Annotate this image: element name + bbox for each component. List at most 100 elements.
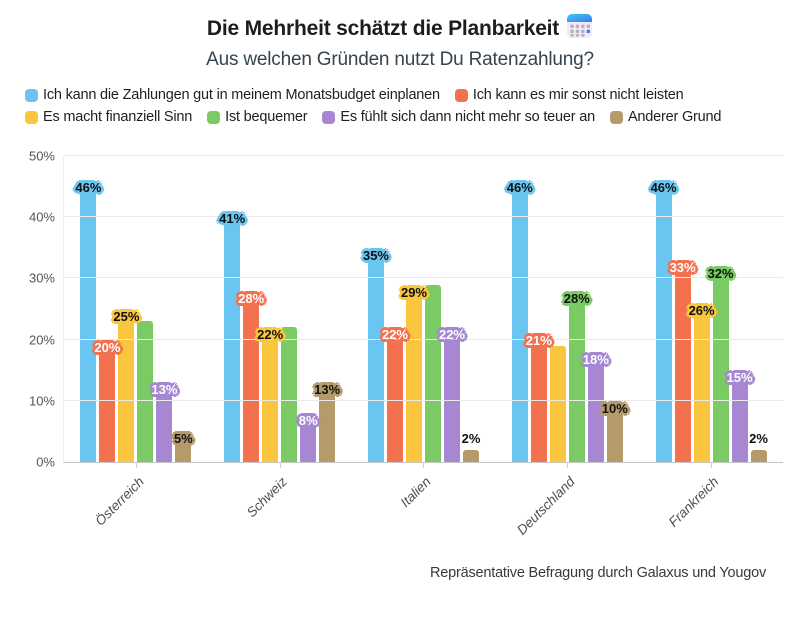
x-axis-label: Österreich: [91, 474, 147, 529]
bar: 2%: [462, 431, 480, 462]
bar-group: 35% 22% 29% 22% 2% Italien: [352, 157, 496, 510]
bar: 13%: [314, 382, 340, 462]
bar-group: 46% 20% 25% 13% 5% Österreich: [64, 157, 208, 529]
gridline: [64, 155, 783, 156]
chart-subtitle: Aus welchen Gründen nutzt Du Ratenzahlun…: [206, 49, 594, 70]
bar: 13%: [151, 382, 177, 462]
y-axis-tick-label: 0%: [36, 454, 55, 470]
gridline: [64, 399, 783, 401]
gridline: [64, 338, 783, 340]
bar: 29%: [401, 285, 427, 462]
legend: Ich kann die Zahlungen gut in meinem Mon…: [25, 86, 775, 127]
bar-value-label: 28%: [238, 291, 265, 306]
bar: 22%: [439, 327, 465, 462]
gridline: [64, 277, 783, 279]
bar-value-label: 8%: [298, 413, 318, 428]
bar: 28%: [238, 291, 264, 462]
legend-swatch: [207, 111, 221, 124]
bar: 10%: [602, 401, 628, 462]
bar-value-label: 28%: [563, 291, 590, 306]
bar: 25%: [113, 309, 139, 462]
bar-group: 41% 28% 22% 8% 13% Schweiz: [208, 157, 352, 520]
x-axis-tick: [711, 463, 713, 468]
legend-swatch: [454, 89, 468, 102]
bar-value-label: 2%: [749, 431, 768, 446]
legend-label: Es macht finanziell Sinn: [43, 109, 193, 125]
legend-item: Ist bequemer: [207, 108, 308, 127]
bar: 26%: [689, 303, 715, 462]
bar: 22%: [257, 327, 283, 462]
x-axis-label: Deutschland: [514, 474, 578, 538]
bar-value-label: 35%: [362, 248, 389, 263]
legend-item: Ich kann es mir sonst nicht leisten: [454, 86, 684, 105]
bar: 20%: [94, 340, 120, 462]
legend-label: Ich kann die Zahlungen gut in meinem Mon…: [43, 87, 440, 103]
bar-value-label: 46%: [650, 180, 677, 195]
bar-value-label: 5%: [173, 431, 193, 446]
x-axis-label: Frankreich: [665, 474, 722, 530]
x-axis-tick: [135, 463, 137, 468]
bar: [549, 346, 566, 462]
bar: 32%: [708, 266, 734, 462]
legend-swatch: [609, 111, 623, 124]
bar-value-label: 29%: [400, 285, 427, 300]
legend-swatch: [25, 111, 38, 124]
bar: 22%: [382, 327, 408, 462]
y-axis-tick-label: 50%: [28, 148, 55, 164]
bar: 2%: [749, 431, 768, 462]
bar-value-label: 46%: [506, 180, 533, 195]
bar-value-label: 25%: [113, 309, 140, 324]
y-axis-tick-label: 20%: [28, 332, 55, 348]
legend-item: Anderer Grund: [609, 108, 722, 127]
y-axis-tick-label: 30%: [28, 270, 55, 286]
bar-value-label: 22%: [381, 327, 408, 342]
x-axis-label: Schweiz: [244, 474, 291, 521]
bar: 8%: [298, 413, 318, 462]
chart-header: Die Mehrheit schätzt die Planbarkeit: [0, 0, 800, 71]
legend-item: Es macht finanziell Sinn: [25, 108, 192, 127]
bar-group: 46% 33% 26% 32% 15% 2% Frankreich: [639, 157, 783, 530]
legend-label: Ich kann es mir sonst nicht leisten: [472, 87, 684, 103]
legend-item: Ich kann die Zahlungen gut in meinem Mon…: [25, 86, 440, 105]
bar: 15%: [727, 370, 753, 462]
bar: 35%: [363, 248, 389, 462]
x-axis-label: Italien: [398, 474, 435, 511]
bar: 21%: [526, 333, 552, 462]
source-note: Repräsentative Befragung durch Galaxus u…: [429, 565, 766, 581]
bar-value-label: 22%: [257, 327, 284, 342]
legend-item: Es fühlt sich dann nicht mehr so teuer a…: [322, 108, 595, 127]
legend-swatch: [322, 111, 336, 124]
bar-value-label: 13%: [314, 382, 341, 397]
legend-label: Es fühlt sich dann nicht mehr so teuer a…: [340, 109, 595, 125]
bar-value-label: 33%: [669, 260, 696, 275]
bar-value-label: 32%: [707, 266, 734, 281]
bar-value-label: 2%: [461, 431, 481, 446]
bar-value-label: 20%: [94, 340, 121, 355]
legend-label: Ist bequemer: [225, 109, 308, 125]
bar-value-label: 13%: [151, 382, 178, 397]
bar: 28%: [564, 291, 590, 462]
bar-value-label: 21%: [525, 333, 552, 348]
bar-value-label: 22%: [438, 327, 465, 342]
bar-value-label: 26%: [688, 303, 715, 318]
bar: [137, 321, 154, 462]
y-axis-tick-label: 10%: [28, 393, 55, 409]
legend-label: Anderer Grund: [627, 109, 722, 125]
chart-title: Die Mehrheit schätzt die Planbarkeit: [206, 16, 560, 40]
bar: [281, 327, 298, 462]
bar-chart-plot-area: 46% 20% 25% 13% 5% Österreich 41% 28% 22% 8% 13% Sc…: [29, 149, 783, 538]
bar-group: 46% 21% 28% 18% 10% Deutschland: [495, 157, 639, 538]
bar-value-label: 41%: [219, 211, 246, 226]
x-axis-tick: [279, 463, 281, 468]
bar: 41%: [219, 211, 245, 462]
bar: 33%: [670, 260, 696, 462]
bar-value-label: 18%: [582, 352, 609, 367]
bar-groups: 46% 20% 25% 13% 5% Österreich 41% 28% 22% 8% 13% Sc…: [64, 157, 783, 538]
bar: [424, 285, 441, 462]
bar: 5%: [173, 431, 193, 462]
x-axis-tick: [423, 463, 425, 468]
bar-value-label: 10%: [601, 401, 628, 416]
bar: 46%: [75, 180, 101, 462]
bar: 46%: [507, 180, 533, 462]
bar: 46%: [651, 180, 677, 462]
